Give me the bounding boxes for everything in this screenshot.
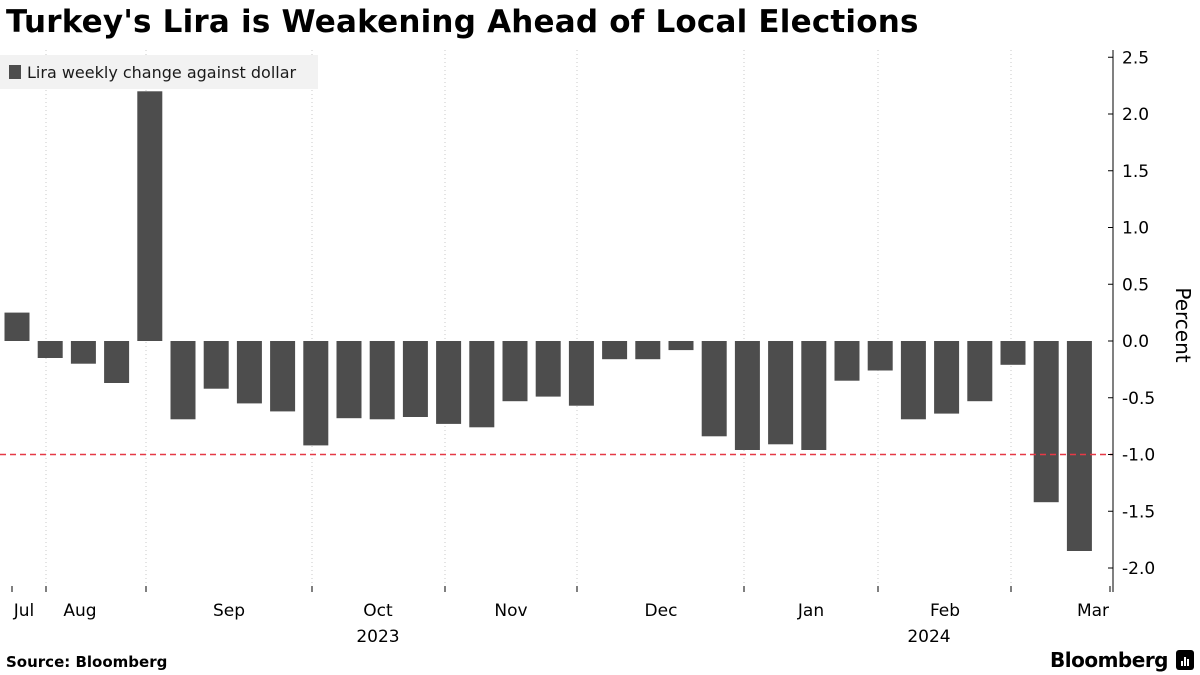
x-year-label: 2024 — [907, 627, 950, 647]
bar — [303, 341, 329, 446]
bar — [336, 341, 362, 419]
x-tick-label: Jan — [797, 601, 824, 621]
y-tick-label: 0.0 — [1122, 332, 1149, 352]
bar — [967, 341, 993, 402]
chart-title: Turkey's Lira is Weakening Ahead of Loca… — [6, 4, 919, 40]
bar — [1033, 341, 1059, 503]
brand-wordmark: Bloomberg — [1050, 648, 1168, 672]
y-axis-title: Percent — [1171, 287, 1195, 362]
y-tick-label: 1.5 — [1122, 162, 1149, 182]
bar — [4, 312, 30, 341]
bar — [70, 341, 96, 364]
x-tick-label: Mar — [1077, 601, 1109, 621]
legend: Lira weekly change against dollar — [0, 55, 318, 89]
bar — [701, 341, 727, 437]
bar — [104, 341, 130, 383]
x-tick-label: Feb — [930, 601, 960, 621]
x-year-label: 2023 — [356, 627, 399, 647]
y-tick-label: -1.0 — [1122, 446, 1155, 466]
bar — [867, 341, 893, 371]
y-tick-label: 2.5 — [1122, 48, 1149, 68]
bar — [602, 341, 628, 360]
x-tick-label: Aug — [63, 601, 96, 621]
x-tick-label: Sep — [213, 601, 245, 621]
bar — [270, 341, 296, 412]
x-tick-label: Oct — [363, 601, 393, 621]
bar — [668, 341, 694, 351]
bloomberg-logo-icon — [1176, 650, 1194, 670]
bar — [535, 341, 561, 397]
bar — [236, 341, 262, 404]
x-tick-label: Dec — [645, 601, 678, 621]
bar — [436, 341, 462, 424]
bar — [1066, 341, 1092, 551]
y-tick-label: -2.0 — [1122, 559, 1155, 579]
bar — [402, 341, 428, 417]
y-tick-label: 2.0 — [1122, 105, 1149, 125]
x-tick-label: Nov — [494, 601, 527, 621]
y-tick-label: -1.5 — [1122, 502, 1155, 522]
source-note: Source: Bloomberg — [6, 653, 168, 671]
bar — [834, 341, 860, 381]
bar — [469, 341, 495, 428]
bar — [900, 341, 926, 420]
bar — [768, 341, 794, 445]
legend-label: Lira weekly change against dollar — [27, 62, 297, 82]
x-tick-label: Jul — [13, 601, 35, 621]
bar — [369, 341, 395, 420]
bar — [137, 91, 163, 341]
bar — [502, 341, 528, 402]
legend-swatch — [9, 65, 21, 79]
y-tick-label: -0.5 — [1122, 389, 1155, 409]
y-tick-label: 1.0 — [1122, 219, 1149, 239]
bar — [635, 341, 661, 360]
bar — [1000, 341, 1026, 365]
bar — [568, 341, 594, 406]
y-tick-label: 0.5 — [1122, 275, 1149, 295]
bar — [37, 341, 63, 358]
bar — [934, 341, 960, 414]
bar — [801, 341, 827, 450]
bar — [170, 341, 196, 420]
bar — [734, 341, 760, 450]
bar — [203, 341, 229, 389]
